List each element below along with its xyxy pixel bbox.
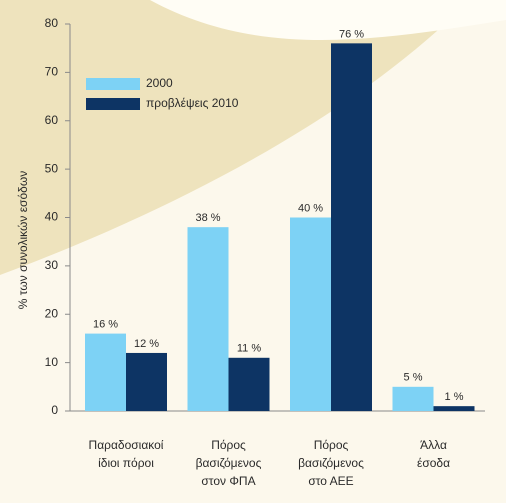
bar (126, 352, 167, 411)
y-tick-label: 10 (45, 355, 59, 369)
y-tick-label: 20 (45, 306, 59, 320)
y-axis-label: % των συνολικών εσόδων (16, 171, 30, 309)
y-tick-label: 0 (51, 403, 58, 417)
x-tick-label: Πόρος (314, 438, 349, 452)
x-tick-label: Παραδοσιακοί (89, 438, 164, 452)
value-label: 16 % (93, 319, 118, 331)
bar (187, 227, 229, 411)
value-label: 5 % (404, 372, 423, 384)
legend-label: 2000 (146, 76, 173, 90)
x-tick-label: Άλλα (420, 438, 447, 452)
legend-swatch (86, 98, 140, 110)
bar (433, 406, 475, 411)
value-label: 76 % (339, 28, 364, 40)
y-tick-label: 30 (45, 258, 59, 272)
bar (228, 357, 270, 411)
x-tick-label: έσοδα (417, 456, 450, 470)
bar (392, 386, 434, 411)
x-tick-label: βασιζόμενος (298, 456, 364, 470)
legend-label: προβλέψεις 2010 (146, 96, 239, 110)
value-label: 1 % (445, 391, 464, 403)
legend-swatch (86, 78, 140, 90)
y-tick-label: 50 (45, 161, 59, 175)
x-tick-label: βασιζόμενος (196, 456, 262, 470)
bar (290, 217, 331, 411)
x-tick-label: Πόρος (211, 438, 246, 452)
y-tick-label: 80 (45, 16, 59, 30)
value-label: 11 % (237, 343, 261, 355)
value-label: 40 % (298, 202, 323, 214)
x-tick-label: στον ΦΠΑ (201, 474, 255, 488)
background-highlight (150, 0, 506, 40)
x-tick-label: στο ΑΕΕ (308, 474, 353, 488)
value-label: 12 % (134, 338, 159, 350)
y-tick-label: 70 (45, 65, 59, 79)
bar (331, 43, 372, 411)
y-tick-label: 40 (45, 210, 59, 224)
value-label: 38 % (195, 212, 220, 224)
y-tick-label: 60 (45, 113, 59, 127)
x-tick-label: ίδιοι πόροι (98, 456, 154, 470)
bar (85, 333, 126, 411)
